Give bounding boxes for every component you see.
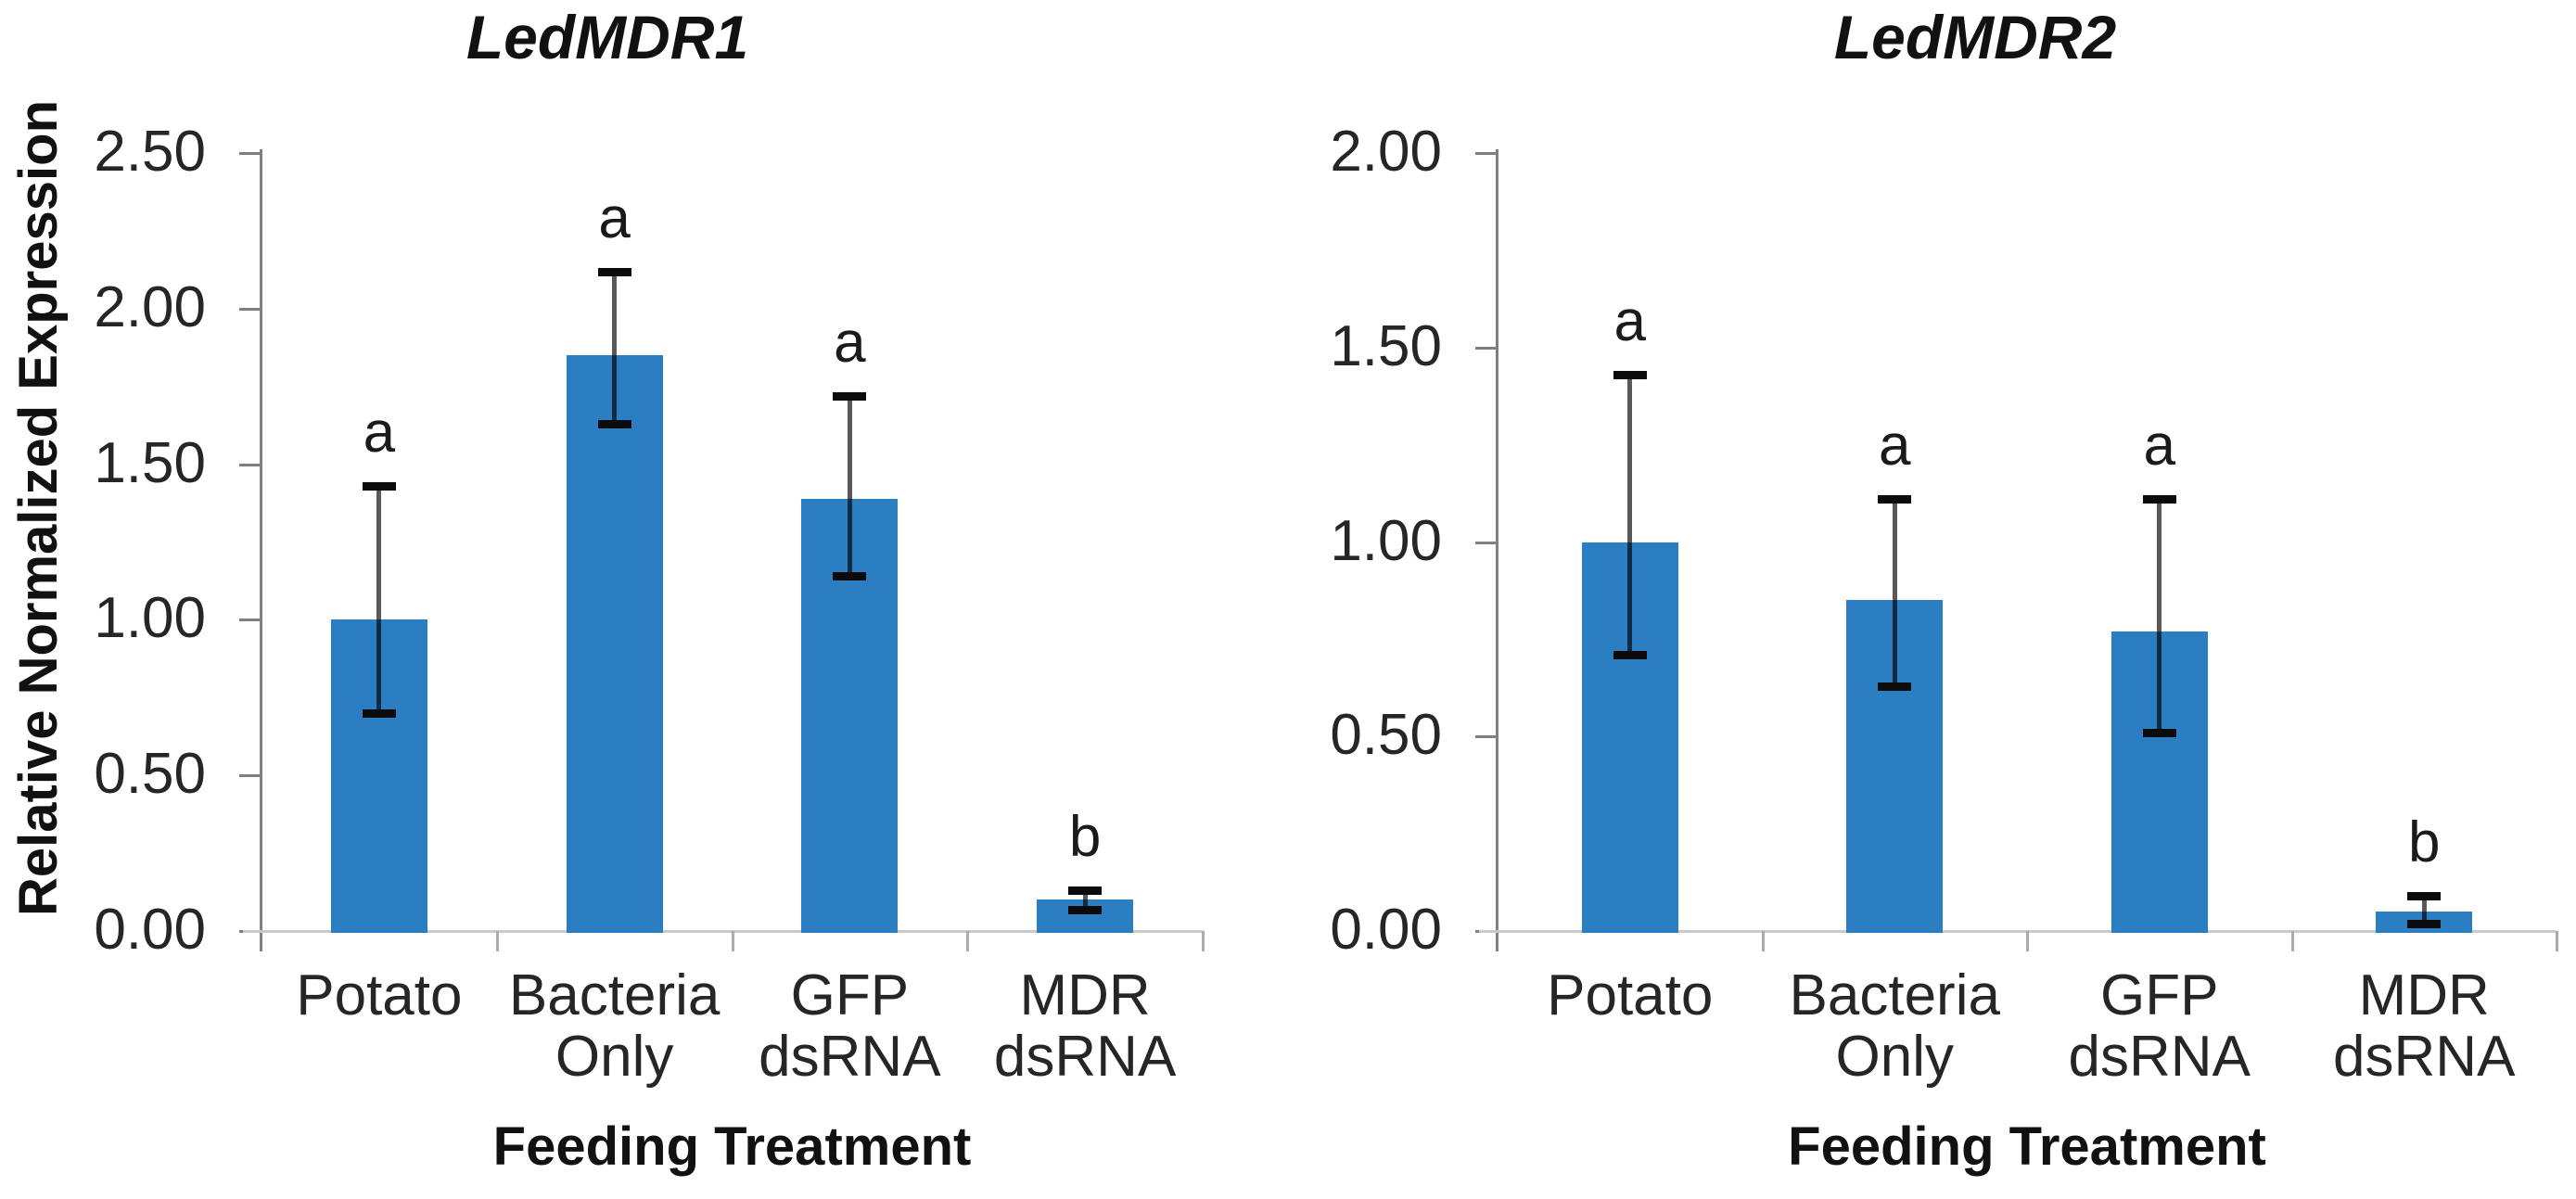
- category-label-line: dsRNA: [2333, 1025, 2516, 1089]
- category-boundary-tick: [2290, 931, 2294, 951]
- error-bar-line: [1627, 375, 1633, 656]
- y-tick-label: 0.50: [94, 742, 206, 807]
- category-label-line: Only: [1835, 1025, 1954, 1089]
- category-label-line: GFP: [2100, 963, 2219, 1027]
- error-bar-line: [1082, 890, 1088, 910]
- error-bar-cap-top: [1878, 495, 1912, 504]
- y-tick-label: 2.50: [94, 120, 206, 184]
- category-label-line: Bacteria: [508, 963, 721, 1027]
- error-bar-cap-bottom: [2407, 919, 2442, 928]
- error-bar-cap-bottom: [2142, 729, 2176, 738]
- error-bar-cap-top: [597, 267, 631, 276]
- category-boundary-tick: [1761, 931, 1765, 951]
- category-boundary-tick: [1202, 931, 1205, 951]
- y-tick-label: 1.00: [1330, 508, 1442, 573]
- y-tick-label: 0.00: [94, 898, 206, 962]
- category-label-line: MDR: [2358, 963, 2490, 1027]
- error-bar-cap-top: [362, 482, 396, 491]
- y-tick-mark: [239, 774, 260, 778]
- category-label-line: Potato: [1547, 963, 1714, 1027]
- significance-letter: a: [2143, 414, 2175, 478]
- y-axis-line: [1496, 149, 1498, 951]
- category-boundary-tick: [2026, 931, 2029, 951]
- bar-bacteria-only: [566, 355, 663, 933]
- error-bar-line: [1892, 499, 1897, 686]
- x-axis-title: Feeding Treatment: [492, 1116, 972, 1177]
- y-tick-label: 0.00: [1330, 898, 1442, 962]
- y-tick-mark: [239, 152, 260, 155]
- error-bar-cap-top: [2142, 495, 2176, 504]
- chart-title: LedMDR1: [465, 3, 749, 71]
- category-label-line: Bacteria: [1789, 963, 2000, 1027]
- y-tick-label: 1.50: [94, 430, 206, 495]
- y-tick-mark: [1475, 541, 1496, 544]
- error-bar-cap-bottom: [833, 572, 867, 581]
- significance-letter: a: [834, 310, 866, 375]
- y-tick-label: 0.50: [1330, 703, 1442, 768]
- error-bar-line: [847, 395, 852, 577]
- error-bar-cap-bottom: [1878, 682, 1912, 691]
- y-tick-label: 1.00: [94, 586, 206, 651]
- error-bar-cap-top: [2407, 892, 2442, 901]
- error-bar-cap-top: [1068, 886, 1103, 896]
- error-bar-cap-bottom: [1613, 651, 1647, 660]
- category-boundary-tick: [2556, 931, 2558, 951]
- error-bar-cap-bottom: [1068, 905, 1103, 914]
- significance-letter: a: [1879, 414, 1911, 478]
- category-label-line: dsRNA: [2068, 1025, 2251, 1089]
- category-boundary-tick: [495, 931, 499, 951]
- significance-letter: a: [1613, 289, 1646, 354]
- error-bar-line: [2421, 896, 2427, 924]
- y-tick-label: 1.50: [1330, 313, 1442, 378]
- significance-letter: a: [598, 185, 631, 250]
- x-axis-line: [1479, 930, 2557, 933]
- category-label-line: dsRNA: [759, 1025, 941, 1089]
- y-tick-mark: [1475, 152, 1496, 155]
- significance-letter: b: [1068, 805, 1102, 870]
- category-label-line: GFP: [790, 963, 910, 1027]
- category-boundary-tick: [966, 931, 970, 951]
- y-tick-mark: [1475, 346, 1496, 350]
- significance-letter: a: [363, 401, 396, 466]
- error-bar-cap-bottom: [362, 709, 396, 719]
- error-bar-line: [2157, 499, 2162, 733]
- category-label-line: Only: [555, 1025, 674, 1089]
- y-tick-mark: [239, 307, 260, 311]
- y-tick-label: 2.00: [1330, 120, 1442, 184]
- x-axis-title: Feeding Treatment: [1788, 1116, 2266, 1177]
- category-label-line: MDR: [1019, 963, 1151, 1027]
- y-tick-mark: [1475, 735, 1496, 739]
- y-tick-label: 2.00: [94, 274, 206, 339]
- error-bar-line: [376, 486, 382, 714]
- error-bar-cap-top: [833, 391, 867, 401]
- error-bar-line: [612, 271, 618, 424]
- chart-title: LedMDR2: [1833, 3, 2117, 71]
- y-tick-mark: [239, 463, 260, 466]
- x-axis-line: [243, 930, 1203, 933]
- error-bar-cap-top: [1613, 371, 1647, 380]
- y-axis-line: [260, 149, 262, 951]
- significance-letter: b: [2408, 810, 2441, 875]
- y-tick-mark: [239, 619, 260, 622]
- category-label-line: dsRNA: [993, 1025, 1177, 1089]
- category-boundary-tick: [731, 931, 734, 951]
- category-label-line: Potato: [296, 963, 463, 1027]
- error-bar-cap-bottom: [597, 419, 631, 428]
